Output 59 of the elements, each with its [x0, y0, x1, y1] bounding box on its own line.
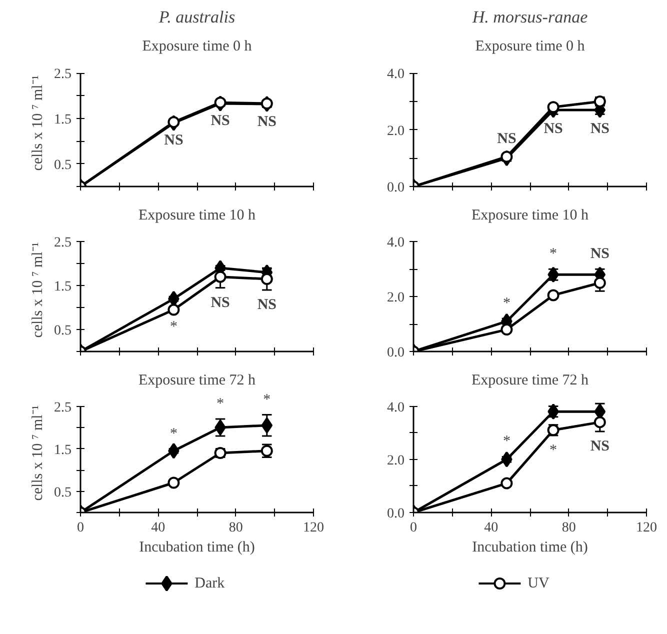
chart-title: Exposure time 0 h	[475, 38, 586, 54]
annotation: NS	[544, 121, 563, 138]
chart-title: Exposure time 10 h	[138, 208, 256, 224]
annotation: *	[216, 396, 224, 412]
x-tick-label: 120	[303, 520, 324, 536]
y-tick-label: 2.0	[387, 290, 404, 306]
annotation: NS	[590, 121, 610, 138]
annotation: NS	[257, 297, 276, 313]
x-tick-label: 40	[151, 520, 166, 536]
y-tick-label: 2.0	[387, 124, 404, 139]
y-tick-label: 2.5	[54, 236, 72, 251]
y-tick-label: 4.0	[387, 67, 404, 82]
x-tick-label: 120	[636, 520, 657, 536]
annotation: *	[263, 392, 271, 408]
chart-title: Exposure time 0 h	[142, 38, 252, 54]
y-tick-label: 0.5	[54, 324, 72, 339]
y-tick-label: 0.0	[387, 346, 404, 360]
annotation: NS	[257, 114, 276, 130]
y-axis-title: cells x 10 ⁷ ml⁻¹	[30, 405, 46, 501]
annotation: *	[170, 318, 178, 335]
y-tick-label: 4.0	[387, 236, 404, 251]
annotation: NS	[210, 294, 230, 311]
y-tick-label: 1.5	[54, 112, 72, 128]
annotation: *	[550, 246, 558, 262]
y-tick-label: 0.5	[54, 485, 72, 500]
chart-subtitle: H. morsus-ranae	[471, 8, 588, 26]
annotation: *	[502, 434, 510, 450]
x-axis-title: Incubation time (h)	[472, 540, 588, 556]
annotation: NS	[164, 132, 184, 148]
legend-label: UV	[528, 576, 550, 592]
y-axis-title: cells x 10 ⁷ ml⁻¹	[30, 242, 46, 338]
chart-subtitle: P. australis	[158, 8, 236, 26]
annotation: *	[170, 426, 178, 442]
y-tick-label: 2.5	[54, 400, 72, 416]
annotation: NS	[210, 112, 230, 129]
y-tick-label: 1.5	[54, 280, 72, 295]
y-tick-label: 0.0	[387, 506, 404, 522]
chart-title: Exposure time 72 h	[138, 372, 256, 388]
chart-title: Exposure time 10 h	[471, 208, 590, 224]
annotation: NS	[590, 246, 610, 262]
annotation: NS	[497, 130, 516, 147]
annotation: *	[550, 442, 558, 458]
x-tick-label: 80	[562, 520, 576, 536]
x-tick-label: 40	[484, 520, 498, 536]
y-tick-label: 1.5	[54, 442, 72, 458]
y-tick-label: 0.5	[54, 158, 72, 173]
x-axis-title: Incubation time (h)	[139, 540, 255, 556]
y-axis-title: cells x 10 ⁷ ml⁻¹	[30, 75, 46, 171]
x-tick-label: 0	[410, 520, 417, 536]
y-tick-label: 0.0	[387, 180, 404, 196]
y-tick-label: 2.0	[387, 453, 404, 468]
x-tick-label: 80	[228, 520, 243, 536]
chart-title: Exposure time 72 h	[471, 372, 590, 388]
y-tick-label: 2.5	[54, 67, 72, 82]
x-tick-label: 0	[77, 520, 84, 536]
annotation: NS	[590, 438, 610, 454]
y-tick-label: 4.0	[387, 400, 404, 416]
legend-label: Dark	[194, 576, 226, 592]
annotation: *	[502, 296, 510, 312]
